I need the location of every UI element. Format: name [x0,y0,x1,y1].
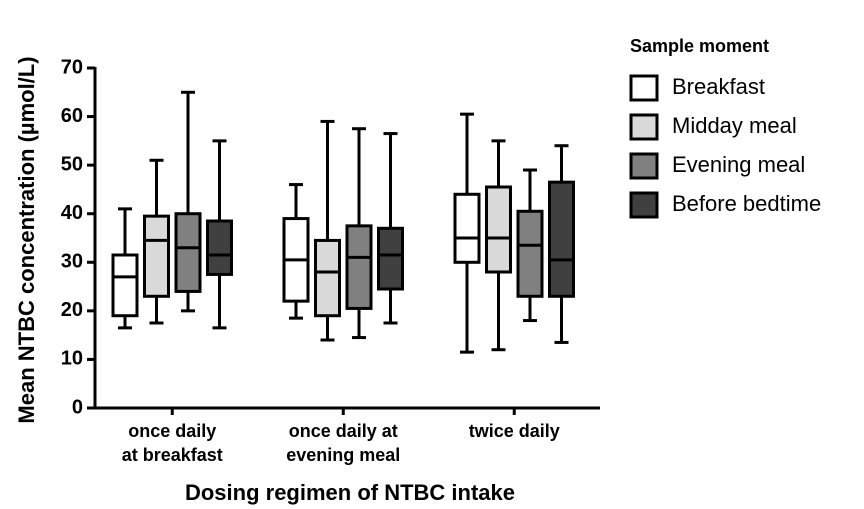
y-tick-label: 30 [61,251,83,273]
y-tick-label: 70 [61,56,83,78]
legend-label: Before bedtime [672,191,821,216]
legend-swatch [629,113,659,141]
y-tick-label: 10 [61,348,83,370]
legend-swatch [629,152,659,180]
box [516,209,544,298]
legend-swatch [629,191,659,219]
box [548,180,575,298]
box [377,226,404,291]
box [345,224,373,310]
x-tick-label: once daily [128,421,216,441]
legend-label: Evening meal [672,152,805,177]
y-tick-label: 60 [61,105,83,127]
y-axis-label: Mean NTBC concentration (µmol/L) [14,56,39,423]
y-tick-label: 50 [61,153,83,175]
x-tick-label: at breakfast [122,445,223,465]
box [111,253,139,318]
legend-title: Sample moment [630,36,769,56]
box [314,238,341,318]
x-tick-label: twice daily [469,421,560,441]
box [485,185,512,274]
box [453,192,481,264]
legend-swatch [629,74,659,102]
legend-label: Breakfast [672,74,765,99]
x-tick-label: once daily at [289,421,398,441]
y-tick-label: 0 [72,396,83,418]
x-tick-label: evening meal [286,445,400,465]
x-axis-label: Dosing regimen of NTBC intake [185,480,515,505]
legend-label: Midday meal [672,113,797,138]
y-tick-label: 20 [61,299,83,321]
box [174,212,202,293]
y-tick-label: 40 [61,202,83,224]
box [206,219,233,276]
box [143,214,170,298]
